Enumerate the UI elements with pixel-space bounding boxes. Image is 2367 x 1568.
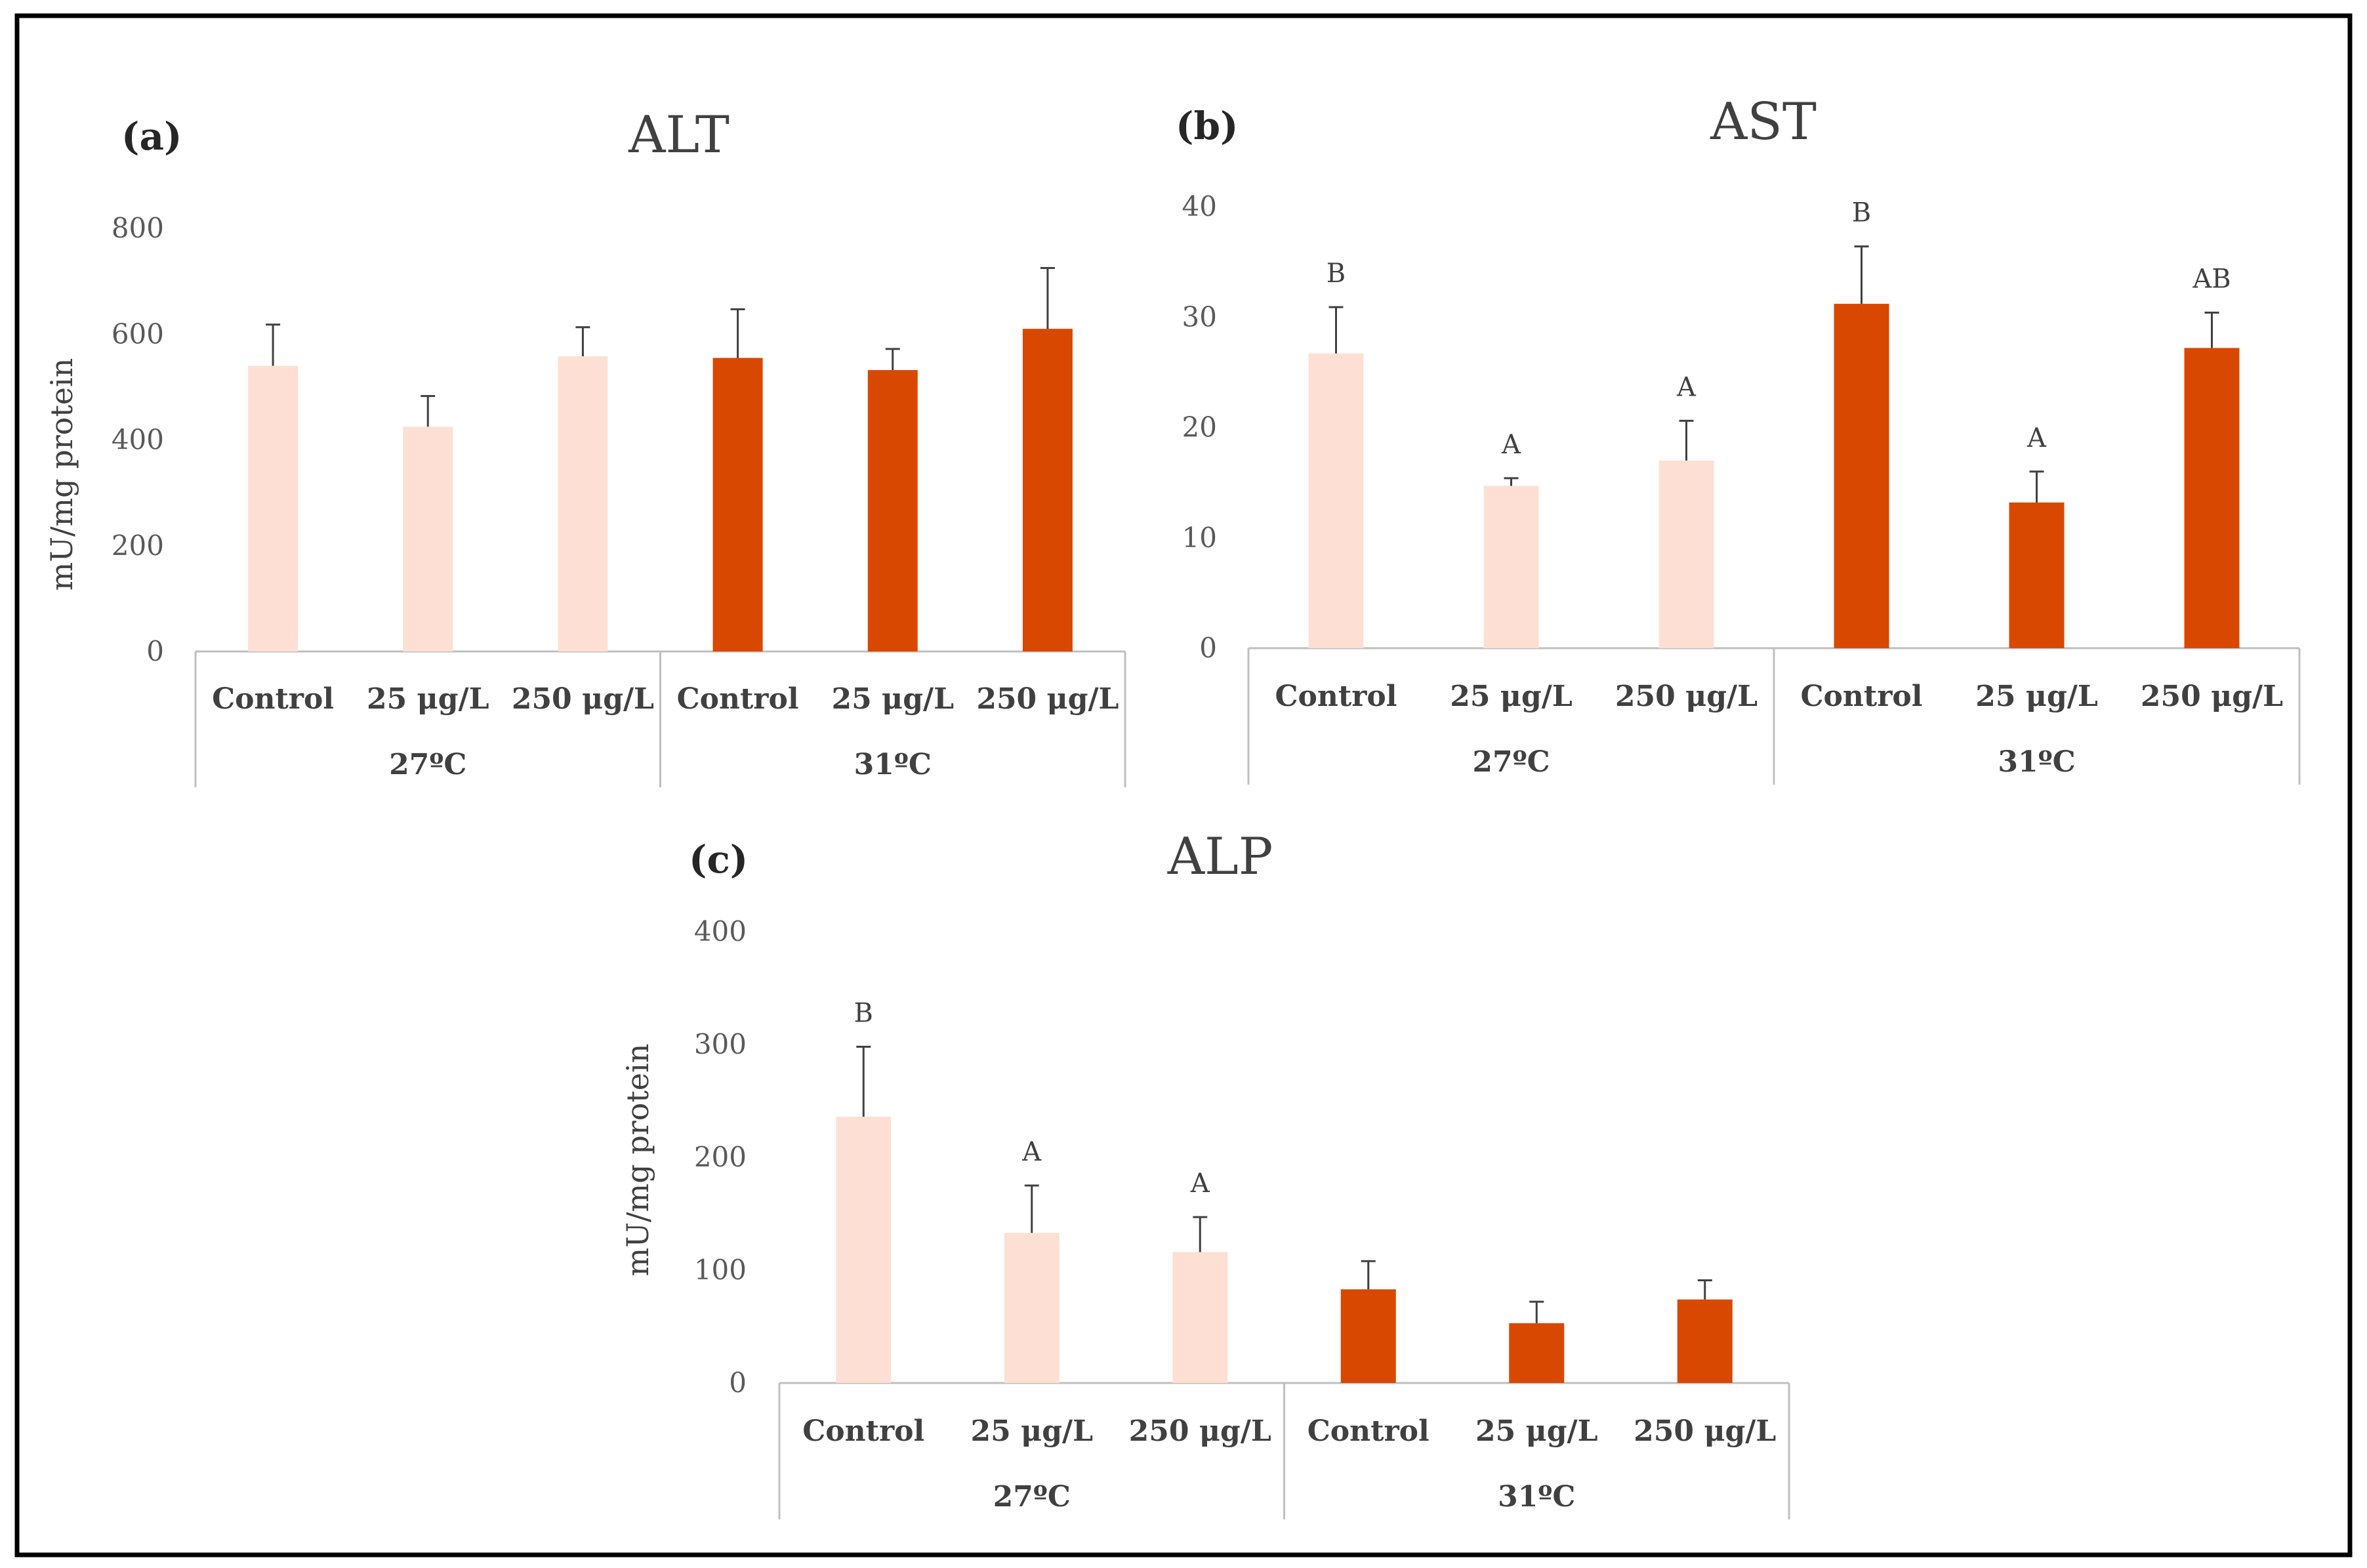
y-axis-title-alt: mU/mg protein (44, 358, 79, 591)
chart-alt: (a) ALT mU/mg protein 0 200 400 600 800 Contr… (44, 106, 1126, 787)
significance-label: A (1501, 430, 1521, 460)
bar (867, 370, 918, 651)
chart-title-ast: AST (1710, 93, 1817, 152)
x-category-label: Control (677, 682, 799, 716)
y-tick-label: 400 (694, 915, 747, 947)
panel-label-b: (b) (1176, 104, 1238, 148)
x-category-label: 250 μg/L (1634, 1414, 1776, 1448)
significance-label: A (1021, 1137, 1042, 1167)
x-category-label: 250 μg/L (512, 682, 654, 716)
significance-label: A (1676, 372, 1697, 402)
x-category-label: Control (802, 1414, 924, 1448)
y-tick-label: 40 (1182, 190, 1217, 222)
bar (1834, 304, 1889, 648)
x-category-label: 250 μg/L (1129, 1414, 1271, 1448)
y-tick-label: 0 (1199, 632, 1217, 664)
plot-area-alt: 0 200 400 600 800 Control 25 μg/L 250 μg/L 27ºC C… (112, 212, 1126, 787)
chart-title-alt: ALT (628, 106, 730, 165)
y-tick-label: 400 (112, 424, 164, 456)
bar (1004, 1233, 1060, 1383)
y-tick-label: 200 (694, 1141, 747, 1173)
significance-label: A (1190, 1168, 1210, 1199)
bar (836, 1117, 892, 1383)
x-group-label: 31ºC (854, 748, 932, 781)
bar (2184, 348, 2240, 648)
x-category-label: 25 μg/L (367, 682, 489, 716)
bar (1483, 485, 1539, 648)
x-group-label: 27ºC (389, 748, 466, 781)
x-group-label: 27ºC (1472, 745, 1550, 779)
significance-label: B (1852, 198, 1871, 228)
significance-label: A (2027, 423, 2047, 453)
x-category-label: Control (212, 682, 334, 716)
y-tick-label: 10 (1182, 522, 1217, 554)
bar (2009, 502, 2065, 648)
x-category-label: Control (1801, 680, 1923, 713)
y-tick-label: 800 (112, 212, 164, 244)
bar (403, 426, 453, 651)
bar (1658, 460, 1714, 648)
bar (1509, 1323, 1565, 1383)
x-category-label: 250 μg/L (2141, 680, 2283, 713)
x-category-label: 25 μg/L (970, 1414, 1093, 1448)
x-category-label: 25 μg/L (1475, 1414, 1598, 1448)
bar (1022, 329, 1073, 651)
plot-area-alp: 0 100 200 300 400 B Control A 25 μg/L A 250 μg/L 27… (694, 915, 1790, 1519)
y-tick-label: 0 (729, 1367, 747, 1399)
chart-title-alp: ALP (1167, 827, 1273, 886)
y-tick-label: 30 (1182, 300, 1217, 333)
bar (558, 356, 608, 651)
panel-label-c: (c) (689, 837, 748, 882)
x-category-label: 250 μg/L (1615, 680, 1758, 713)
bar (1677, 1299, 1733, 1383)
x-category-label: Control (1307, 1414, 1430, 1448)
x-group-label: 31ºC (1998, 745, 2075, 779)
bar (1340, 1289, 1396, 1383)
significance-label: AB (2192, 264, 2231, 295)
significance-label: B (854, 998, 873, 1028)
x-group-label: 31ºC (1498, 1480, 1575, 1514)
y-tick-label: 200 (112, 529, 164, 562)
bar (712, 358, 763, 651)
x-category-label: 25 μg/L (1975, 680, 2098, 713)
bar (1308, 353, 1364, 648)
y-tick-label: 300 (694, 1028, 747, 1060)
x-category-label: 250 μg/L (976, 682, 1119, 716)
bar (248, 365, 298, 651)
chart-ast: (b) AST 0 10 20 30 40 B Control A 25 μg/L A 250 μg… (1176, 93, 2301, 785)
x-category-label: Control (1275, 680, 1397, 713)
panel-label-a: (a) (121, 114, 182, 159)
x-category-label: 25 μg/L (831, 682, 954, 716)
significance-label: B (1327, 258, 1346, 289)
x-group-label: 27ºC (993, 1480, 1071, 1514)
chart-alp: (c) ALP mU/mg protein 0 100 200 300 400 B Cont… (620, 827, 1790, 1519)
plot-area-ast: 0 10 20 30 40 B Control A 25 μg/L A 250 μg/L 27ºC B C… (1182, 190, 2301, 785)
x-category-label: 25 μg/L (1450, 680, 1573, 713)
y-axis-title-alp: mU/mg protein (620, 1044, 655, 1277)
y-tick-label: 100 (694, 1254, 747, 1286)
y-tick-label: 20 (1182, 411, 1217, 444)
bar (1172, 1252, 1228, 1383)
y-tick-label: 600 (112, 318, 164, 350)
y-tick-label: 0 (146, 635, 164, 667)
